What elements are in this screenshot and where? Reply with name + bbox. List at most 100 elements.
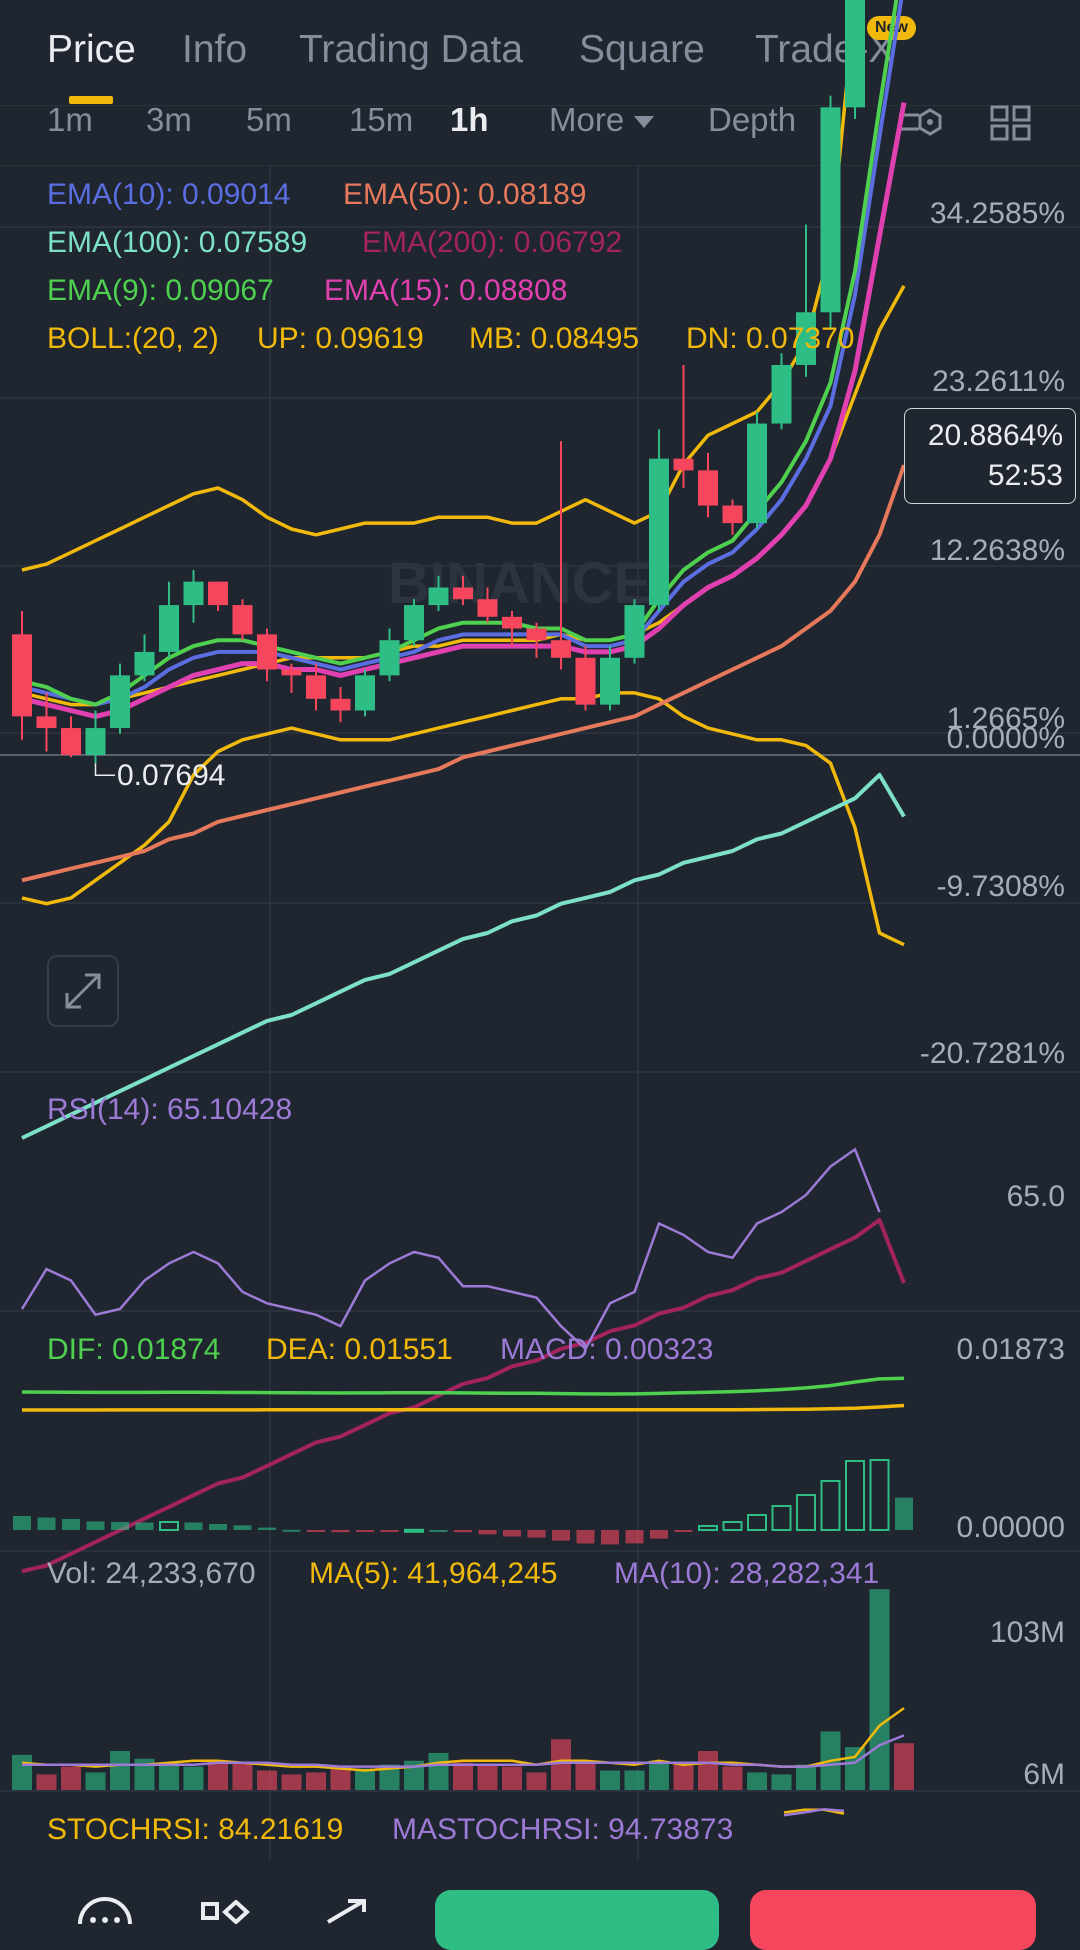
more-icon[interactable] [78,1894,132,1924]
rsi-line [20,1147,881,1351]
binance-watermark: BINANCE [388,551,652,616]
active-tab-indicator [69,96,113,104]
macd-histogram-bar [820,1480,841,1531]
macd-histogram-bar [135,1522,154,1530]
boll-up-legend: UP: 0.09619 [257,322,424,355]
macd-histogram-bar [722,1521,743,1531]
macd-axis-top: 0.01873 [956,1333,1065,1366]
macd-histogram-bar [576,1530,595,1544]
layout-grid-icon[interactable] [990,105,1032,141]
fullscreen-button[interactable] [47,955,119,1027]
candle-down [330,698,351,711]
rsi-legend: RSI(14): 65.10428 [47,1093,293,1126]
volume-bar [281,1774,302,1790]
macd-histogram-bar [37,1517,56,1530]
share-icon[interactable] [320,1898,370,1924]
mastochrsi-legend: MASTOCHRSI: 94.73873 [392,1813,734,1846]
macd-histogram-bar [650,1530,668,1539]
volume-bar [134,1758,155,1790]
sell-button[interactable] [750,1890,1036,1950]
volume-bar [85,1772,106,1790]
interval-more[interactable]: More [549,103,655,136]
volume-bar [183,1766,204,1790]
interval-more-label: More [549,101,625,138]
candle-countdown: 52:53 [987,459,1063,492]
candle-up [600,657,620,705]
macd-dif-line [21,1376,905,1396]
boll-dn-legend: DN: 0.07370 [686,322,855,355]
volume-bar [379,1764,400,1790]
interval-1h[interactable]: 1h [450,101,489,138]
expand-icon [65,973,101,1009]
macd-dea-line [22,1403,905,1412]
volume-ma5-legend: MA(5): 41,964,245 [309,1557,558,1590]
boll-upper-line [21,0,857,572]
ema10-legend: EMA(10): 0.09014 [47,178,291,211]
macd-histogram-bar [625,1530,644,1544]
candle-up [771,364,792,424]
macd-histogram-bar [796,1494,816,1531]
macd-histogram-bar [258,1527,276,1530]
macd-histogram-bar [13,1516,31,1530]
interval-3m[interactable]: 3m [146,101,192,138]
volume-bar [845,1747,865,1790]
price-axis-label: 23.2611% [932,365,1065,398]
tab-price[interactable]: Price [47,28,136,71]
boll-lower-line [21,691,905,947]
interval-5m[interactable]: 5m [246,101,292,138]
macd-histogram-bar [429,1530,448,1532]
low-marker-line [94,763,115,776]
candle-down [281,669,302,676]
volume-bar [208,1760,228,1790]
candle-down [257,634,277,670]
candle-down [698,470,718,506]
volume-bar [649,1760,669,1790]
price-axis-label: -9.7308% [936,870,1065,903]
tab-square[interactable]: Square [579,28,705,71]
macd-histogram-bar [527,1530,546,1538]
volume-bar [306,1772,326,1790]
macd-histogram-bar [209,1524,227,1530]
candle-down [306,675,326,699]
grid-icon[interactable] [200,1900,252,1924]
volume-bar [600,1770,620,1790]
candle-up [134,651,155,676]
price-axis-label: 12.2638% [929,534,1065,567]
volume-ma10-line [22,1734,905,1768]
macd-histogram-bar [845,1460,865,1531]
volume-bar [551,1739,571,1790]
macd-histogram-bar [86,1521,105,1530]
stochrsi-legend: STOCHRSI: 84.21619 [47,1813,344,1846]
ema50-line [21,464,906,883]
macd-histogram-bar [698,1525,718,1531]
ema100-legend: EMA(100): 0.07589 [47,226,308,259]
volume-bar [796,1764,816,1790]
price-axis-label: 1.2665% [946,702,1065,735]
macd-histogram-bar [895,1497,913,1530]
macd-histogram-bar [307,1530,325,1532]
current-change-pct: 20.8864% [927,419,1063,452]
macd-histogram-bar [62,1519,80,1530]
ema100-line [21,772,906,1140]
candle-down [453,587,473,600]
buy-button[interactable] [435,1890,719,1950]
macd-histogram-bar [869,1459,890,1531]
interval-1m[interactable]: 1m [47,101,93,138]
volume-bar [61,1766,81,1790]
ema200-legend: EMA(200): 0.06792 [362,226,623,259]
interval-15m[interactable]: 15m [349,101,414,138]
tab-trading-data[interactable]: Trading Data [299,28,524,71]
candle-down [575,657,596,705]
price-axis-label: -20.7281% [919,1037,1065,1070]
volume-bar [526,1772,547,1790]
macd-histogram-bar [674,1530,693,1532]
tab-info[interactable]: Info [182,28,248,71]
candle-up [404,605,424,641]
candle-down [551,640,571,658]
depth-button[interactable]: Depth [708,101,797,138]
macd-value-legend: MACD: 0.00323 [500,1333,714,1366]
volume-axis-top: 103M [989,1616,1065,1649]
current-price-tag: 20.8864% 52:53 [904,408,1076,504]
candle-up [85,728,106,755]
